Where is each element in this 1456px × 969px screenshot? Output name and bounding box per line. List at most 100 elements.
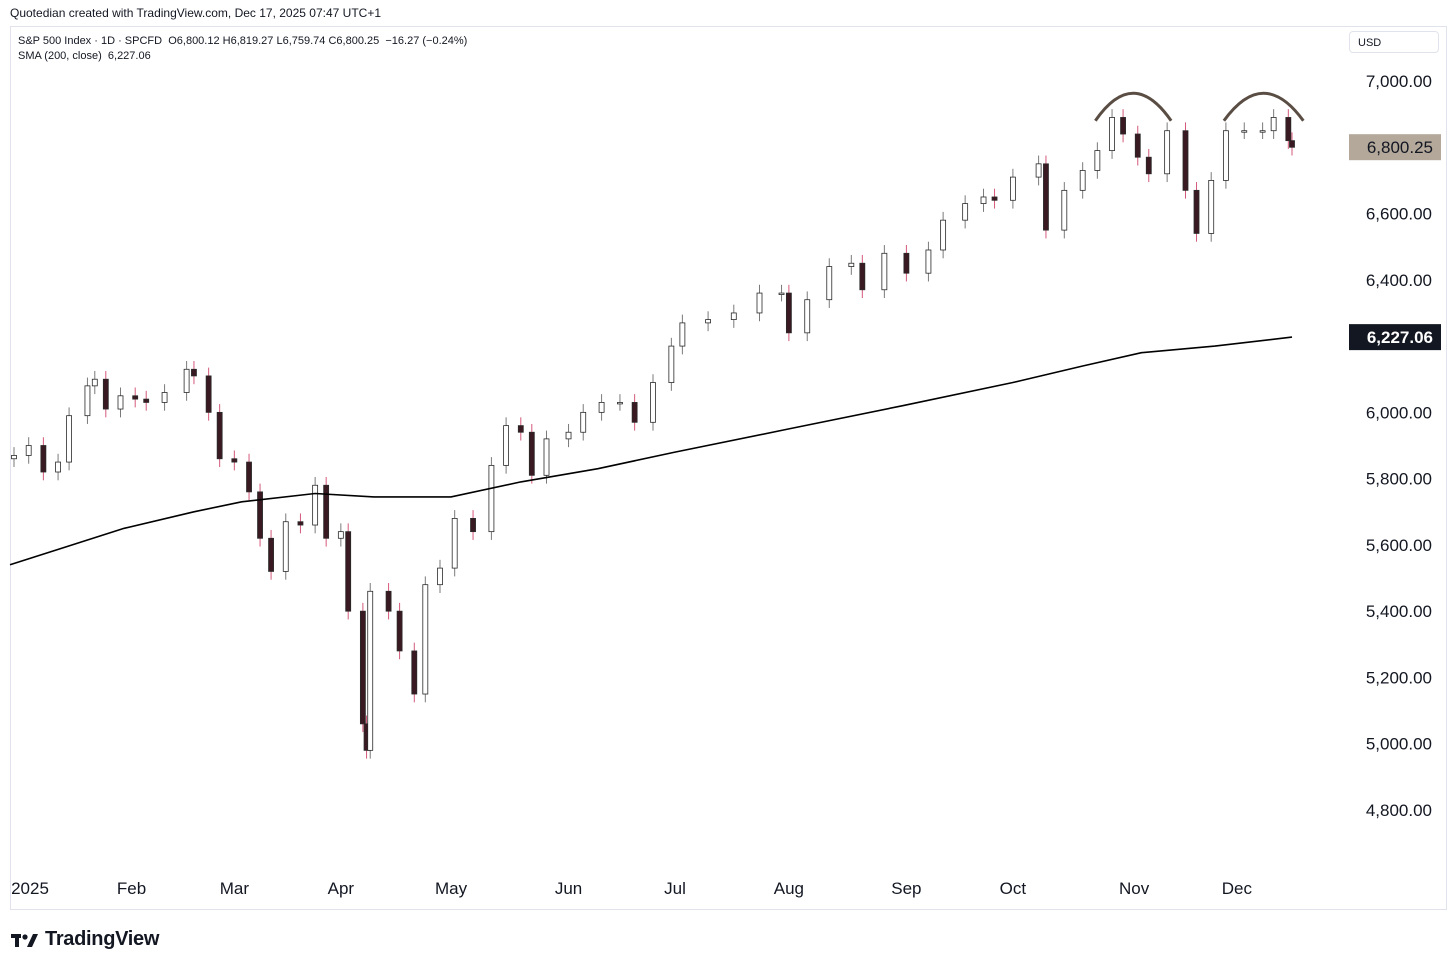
sma-line (9, 336, 1293, 566)
sma-value: 6,227.06 (107, 50, 151, 62)
price-candle (488, 464, 495, 533)
price-candle (991, 196, 998, 201)
price-candle (503, 425, 510, 466)
footer-brand[interactable]: TradingView (11, 928, 159, 951)
price-candle (705, 319, 711, 324)
price-candle (565, 431, 572, 440)
price-candle (679, 322, 686, 347)
price-candle (55, 461, 61, 473)
price-candle (543, 438, 550, 476)
price-candle (881, 252, 888, 291)
price-candle (84, 385, 91, 417)
price-candle (1241, 130, 1248, 133)
y-axis-tick: 5,000.00 (1366, 735, 1432, 754)
price-candle (91, 378, 98, 387)
tradingview-logo-icon (11, 933, 38, 947)
chart-frame (10, 26, 1447, 910)
ohlc-values: O6,800.12 H6,819.27 L6,759.74 C6,800.25 (168, 35, 380, 47)
price-candle (40, 445, 47, 473)
chart-credit: Quotedian created with TradingView.com, … (10, 6, 381, 20)
y-axis-tick: 4,800.00 (1366, 801, 1432, 820)
x-axis-tick: Apr (328, 879, 355, 898)
price-candle (337, 531, 344, 539)
price-candle (359, 610, 366, 725)
y-axis-tick: 5,200.00 (1366, 668, 1432, 687)
x-axis-tick: Dec (1222, 879, 1253, 898)
y-axis-tick: 6,600.00 (1366, 205, 1432, 224)
price-candle (785, 292, 792, 334)
price-candle (385, 590, 392, 612)
arc-annotation (1094, 91, 1173, 122)
price-candle (345, 531, 352, 612)
price-candle (1222, 130, 1229, 181)
price-candle (980, 196, 987, 205)
x-axis-tick: 2025 (11, 879, 49, 898)
y-axis-tick: 7,000.00 (1366, 72, 1432, 91)
x-axis-tick: May (435, 879, 468, 898)
price-candle (396, 610, 403, 652)
change-value: −16.27 (−0.24%) (385, 35, 468, 47)
price-candle (25, 445, 32, 456)
y-axis-tick: 5,800.00 (1366, 470, 1432, 489)
arc-annotation (1222, 91, 1305, 122)
price-candle (1109, 117, 1115, 151)
price-candle (367, 590, 374, 751)
price-candle (668, 345, 675, 383)
price-candle (1208, 180, 1215, 234)
chart-legend: S&P 500 Index · 1D · SPCFD O6,800.12 H6,… (18, 34, 467, 64)
price-candle (617, 402, 623, 405)
symbol-label[interactable]: S&P 500 Index · 1D · SPCFD (18, 35, 163, 47)
price-candle (268, 537, 274, 572)
price-candle (778, 292, 785, 295)
price-candle (598, 402, 605, 413)
price-candle (282, 521, 289, 572)
price-candle (859, 262, 866, 291)
price-candle (1193, 189, 1200, 234)
price-candle (903, 252, 910, 274)
x-axis-tick: Oct (1000, 879, 1027, 898)
price-candle (1164, 130, 1171, 175)
price-candle (804, 299, 811, 334)
price-candle (1182, 130, 1189, 191)
price-candle (437, 567, 443, 586)
price-candle (323, 484, 330, 539)
sma-badge (1349, 324, 1441, 351)
price-candle (650, 382, 656, 423)
price-candle (848, 262, 855, 267)
x-axis-tick: Jul (664, 879, 686, 898)
price-candle (925, 249, 932, 274)
x-axis-tick: Nov (1119, 879, 1150, 898)
price-candle (1285, 117, 1292, 142)
price-candle (297, 521, 304, 526)
price-candle (940, 219, 947, 251)
price-candle (528, 431, 535, 476)
price-candle (1120, 117, 1126, 135)
price-candle (257, 491, 263, 539)
price-candle (143, 398, 150, 403)
price-candle (451, 518, 458, 569)
y-axis-tick: 5,600.00 (1366, 536, 1432, 555)
sma-label[interactable]: SMA (200, close) (18, 50, 102, 62)
price-candle (580, 411, 587, 433)
price-candle (631, 402, 638, 423)
price-candle (117, 395, 124, 410)
currency-selector[interactable]: USD (1349, 31, 1439, 53)
price-candle (1145, 156, 1152, 175)
price-candle (470, 518, 476, 533)
price-candle (1043, 163, 1049, 231)
price-candle (411, 650, 418, 695)
y-axis-tick: 6,400.00 (1366, 271, 1432, 290)
x-axis-tick: Jun (555, 879, 582, 898)
price-candle (66, 415, 72, 463)
last-price-badge (1349, 134, 1441, 161)
price-candle (161, 392, 168, 403)
price-candle (756, 292, 763, 314)
sma-badge-label: 6,227.06 (1367, 328, 1433, 347)
price-candle (826, 266, 833, 301)
y-axis-tick: 6,000.00 (1366, 403, 1432, 422)
price-candle (132, 395, 139, 400)
price-candle (216, 411, 223, 460)
price-candle (422, 584, 429, 695)
tradingview-brand: TradingView (45, 928, 160, 950)
